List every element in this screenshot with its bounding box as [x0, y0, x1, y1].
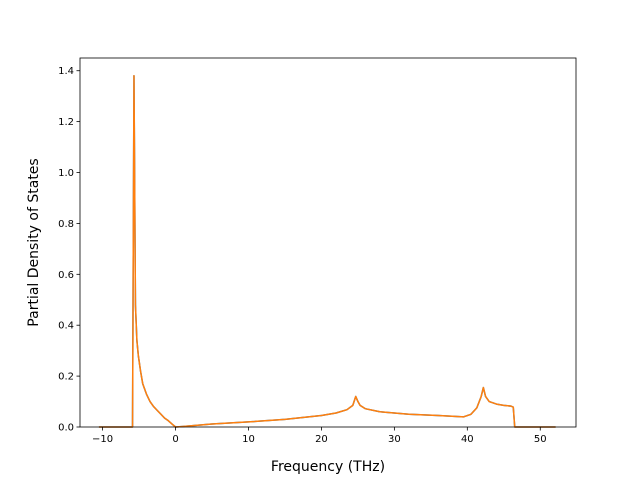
y-axis-label: Partial Density of States — [26, 158, 42, 326]
x-tick-label: 0 — [172, 434, 178, 445]
y-tick-label: 1.2 — [58, 117, 74, 128]
y-tick-label: 0.4 — [58, 321, 74, 332]
y-tick-label: 0.2 — [58, 372, 74, 383]
axes-frame — [79, 57, 577, 428]
x-axis: −10 0 10 20 30 40 50 — [92, 427, 547, 445]
x-tick-label: 40 — [461, 434, 474, 445]
y-axis: 0.0 0.2 0.4 0.6 0.8 1.0 1.2 1.4 — [58, 66, 80, 434]
x-tick-label: 10 — [242, 434, 255, 445]
y-tick-label: 0.8 — [58, 219, 74, 230]
x-tick-label: 50 — [534, 434, 547, 445]
x-tick-label: 30 — [388, 434, 401, 445]
y-tick-label: 1.4 — [58, 66, 74, 77]
axes-background — [80, 58, 576, 427]
y-tick-label: 1.0 — [58, 168, 74, 179]
x-axis-label: Frequency (THz) — [271, 459, 385, 475]
plot-area — [79, 57, 577, 428]
y-tick-label: 0.6 — [58, 270, 74, 281]
y-tick-label: 0.0 — [58, 423, 74, 434]
x-tick-label: 20 — [315, 434, 328, 445]
series-layer — [98, 75, 556, 428]
series-line-2 — [98, 75, 556, 428]
x-tick-label: −10 — [92, 434, 113, 445]
